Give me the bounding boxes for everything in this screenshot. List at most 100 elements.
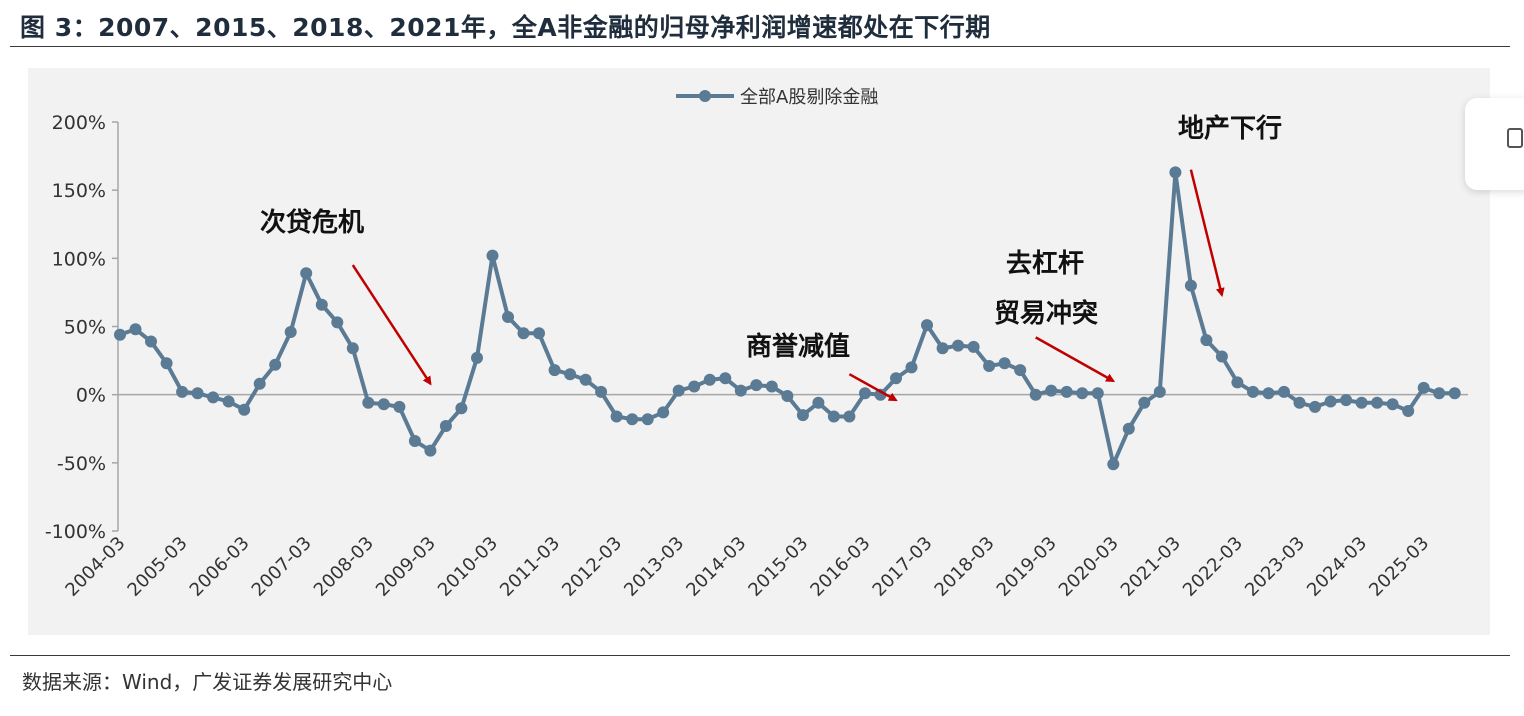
annotation-label: 去杠杆	[1006, 249, 1084, 279]
data-point	[1355, 396, 1368, 409]
data-point	[595, 385, 608, 398]
source-note: 数据来源：Wind，广发证券发展研究中心	[22, 670, 393, 694]
x-tick-label: 2025-03	[1365, 533, 1433, 601]
data-point	[253, 377, 266, 390]
y-tick-label: -100%	[45, 521, 106, 543]
x-tick-label: 2010-03	[434, 533, 502, 601]
data-point	[424, 444, 437, 457]
data-point	[1060, 385, 1073, 398]
data-point	[812, 396, 825, 409]
data-point	[300, 267, 313, 280]
data-point	[626, 413, 639, 426]
x-tick-label: 2018-03	[931, 533, 999, 601]
data-point	[657, 406, 670, 419]
data-point	[160, 357, 173, 370]
data-point	[579, 373, 592, 386]
y-tick-label: 0%	[76, 385, 106, 407]
data-point	[517, 327, 530, 340]
data-point	[1324, 395, 1337, 408]
data-point	[1309, 400, 1321, 413]
title-divider	[10, 46, 1510, 47]
x-tick-label: 2012-03	[558, 533, 626, 601]
data-point	[1262, 387, 1275, 400]
data-point	[1340, 394, 1353, 407]
data-point	[486, 249, 499, 262]
data-point	[284, 326, 297, 338]
data-point	[455, 402, 468, 415]
y-tick-label: 100%	[52, 248, 106, 270]
data-point	[843, 410, 856, 423]
data-point	[1200, 334, 1213, 347]
x-tick-label: 2013-03	[620, 533, 688, 601]
x-tick-label: 2014-03	[682, 533, 750, 601]
data-point	[921, 319, 933, 332]
data-point	[346, 342, 359, 355]
data-point	[1402, 405, 1415, 417]
x-tick-label: 2021-03	[1117, 533, 1185, 601]
data-point	[564, 368, 577, 381]
x-tick-label: 2020-03	[1055, 533, 1123, 601]
side-panel-button[interactable]	[1465, 98, 1524, 190]
data-point	[827, 410, 840, 423]
data-point	[1107, 458, 1120, 471]
data-point	[114, 328, 126, 341]
annotation-label: 贸易冲突	[994, 298, 1098, 329]
y-tick-label: 200%	[52, 112, 106, 134]
data-point	[936, 342, 949, 355]
line-chart: 200%150%100%50%0%-50%-100%2004-032005-03…	[45, 87, 1468, 601]
data-point	[207, 391, 220, 404]
annotation-arrow	[848, 373, 898, 402]
x-tick-label: 2024-03	[1303, 533, 1371, 601]
data-point	[672, 384, 685, 397]
data-point	[191, 387, 204, 400]
data-point	[734, 384, 747, 397]
data-point	[393, 400, 406, 413]
data-point	[983, 360, 996, 372]
x-tick-label: 2017-03	[869, 533, 937, 601]
annotation-arrow	[351, 264, 432, 386]
annotation-label: 地产下行	[1178, 113, 1282, 144]
data-point	[1029, 388, 1042, 401]
data-point	[548, 364, 561, 377]
y-tick-label: 50%	[64, 317, 106, 339]
x-tick-label: 2008-03	[310, 533, 378, 601]
data-point	[1122, 422, 1135, 435]
document-icon	[1507, 128, 1523, 148]
data-point	[905, 361, 918, 374]
data-point	[502, 311, 514, 323]
data-point	[703, 373, 716, 386]
data-point	[176, 385, 189, 398]
data-point	[269, 358, 282, 371]
annotation-label: 商誉减值	[746, 331, 850, 362]
data-point	[145, 335, 157, 348]
data-point	[408, 435, 421, 447]
legend-swatch-marker	[699, 90, 711, 102]
data-point	[796, 409, 809, 422]
data-point	[1386, 398, 1399, 411]
chart-area: 200% 150% 100% 50% 0% -50% -100% 2004-03 2005-03…	[28, 68, 1490, 635]
data-point	[129, 323, 142, 336]
x-tick-label: 2005-03	[124, 533, 192, 601]
data-point	[315, 298, 328, 311]
data-point	[1138, 396, 1151, 409]
data-point	[952, 339, 965, 352]
data-point	[641, 413, 654, 426]
data-point	[1076, 387, 1089, 400]
x-tick-label: 2022-03	[1179, 533, 1247, 601]
data-point	[1091, 387, 1104, 400]
legend-label: 全部A股剔除金融	[740, 87, 878, 108]
data-point	[1184, 279, 1197, 292]
data-point	[377, 398, 390, 411]
data-point	[1247, 385, 1259, 398]
data-point	[1014, 364, 1027, 377]
data-point	[331, 316, 344, 329]
data-point	[1448, 387, 1461, 400]
data-point	[362, 396, 375, 409]
data-point	[1417, 381, 1430, 394]
data-point	[533, 327, 545, 340]
data-point	[1215, 350, 1228, 363]
annotation-arrow	[1035, 336, 1116, 383]
x-tick-label: 2011-03	[496, 533, 564, 601]
data-point	[859, 387, 871, 400]
x-tick-label: 2016-03	[806, 533, 874, 601]
